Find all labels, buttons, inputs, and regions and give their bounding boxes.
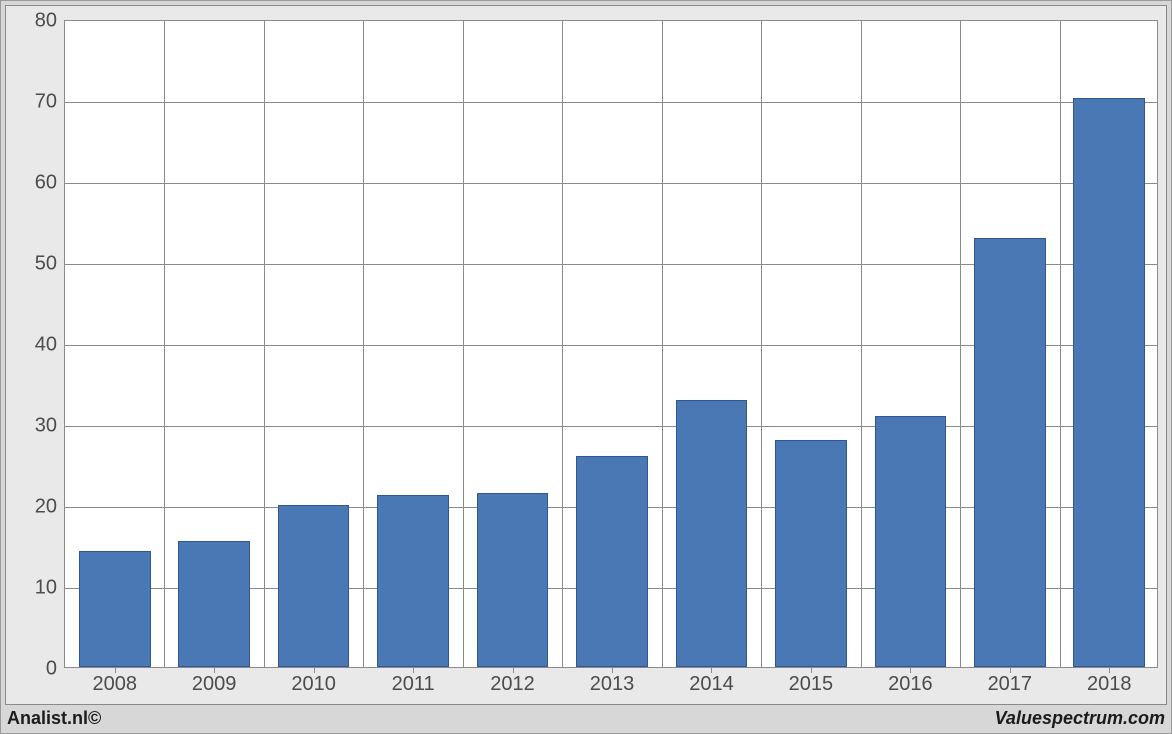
bar (1073, 98, 1145, 667)
bar (775, 440, 847, 667)
bar (178, 541, 250, 667)
chart-outer-frame: 0 10 20 30 40 50 60 70 80 2008 2009 2010 2011 2012 201… (0, 0, 1172, 734)
x-axis-tick-label: 2008 (92, 667, 137, 696)
bar (974, 238, 1046, 667)
bar (377, 495, 449, 667)
bar (875, 416, 947, 667)
y-axis-tick-label: 80 (35, 10, 65, 33)
x-axis-tick-label: 2015 (789, 667, 834, 696)
y-axis-tick-label: 20 (35, 496, 65, 519)
footer-right-credit: Valuespectrum.com (995, 708, 1165, 729)
bar (278, 505, 350, 667)
x-axis-tick-label: 2012 (490, 667, 535, 696)
gridline-vertical (761, 21, 762, 667)
x-axis-tick-label: 2009 (192, 667, 237, 696)
x-axis-tick-label: 2011 (392, 667, 435, 696)
gridline-horizontal (65, 102, 1157, 103)
gridline-vertical (1060, 21, 1061, 667)
gridline-vertical (562, 21, 563, 667)
x-axis-tick-label: 2013 (590, 667, 635, 696)
bar (79, 551, 151, 667)
x-axis-tick-label: 2017 (988, 667, 1033, 696)
bar (477, 493, 549, 667)
footer-left-credit: Analist.nl© (7, 708, 101, 729)
y-axis-tick-label: 0 (46, 658, 65, 681)
x-axis-tick-label: 2014 (689, 667, 734, 696)
plot-area: 0102030405060708020082009201020112012201… (64, 20, 1158, 668)
gridline-vertical (463, 21, 464, 667)
y-axis-tick-label: 60 (35, 172, 65, 195)
y-axis-tick-label: 50 (35, 253, 65, 276)
y-axis-tick-label: 10 (35, 577, 65, 600)
bar (676, 400, 748, 667)
gridline-vertical (662, 21, 663, 667)
gridline-vertical (861, 21, 862, 667)
gridline-vertical (960, 21, 961, 667)
gridline-vertical (363, 21, 364, 667)
bar (576, 456, 648, 667)
gridline-vertical (164, 21, 165, 667)
chart-inner-panel: 0 10 20 30 40 50 60 70 80 2008 2009 2010 2011 2012 201… (5, 5, 1167, 705)
y-axis-tick-label: 70 (35, 91, 65, 114)
y-axis-tick-label: 40 (35, 334, 65, 357)
gridline-vertical (264, 21, 265, 667)
x-axis-tick-label: 2016 (888, 667, 933, 696)
gridline-horizontal (65, 183, 1157, 184)
x-axis-tick-label: 2010 (291, 667, 336, 696)
y-axis-tick-label: 30 (35, 415, 65, 438)
x-axis-tick-label: 2018 (1087, 667, 1132, 696)
